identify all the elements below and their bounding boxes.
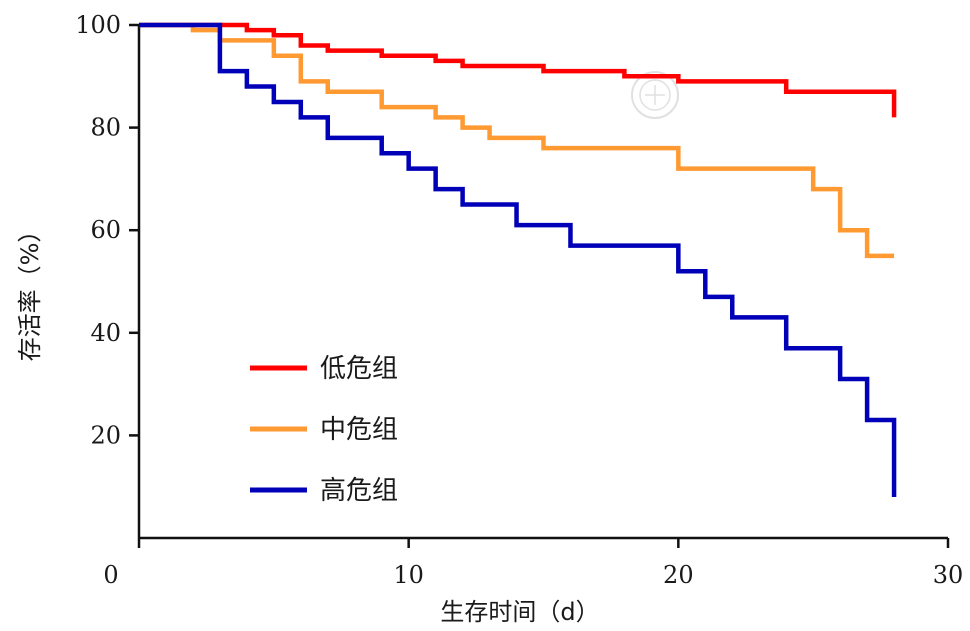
y-tick-label: 80: [90, 114, 121, 142]
x-tick-label: 10: [393, 561, 424, 589]
y-ticks: 20 40 60 80 100: [75, 11, 139, 449]
series-group: [139, 22, 897, 497]
y-tick-label: 20: [90, 421, 121, 449]
x-tick-label: 30: [933, 561, 964, 589]
series-line: [139, 22, 897, 497]
watermark-seal-icon: [631, 71, 679, 119]
legend-label: 高危组: [320, 476, 398, 506]
y-tick-label: 100: [75, 11, 121, 39]
series-line: [139, 22, 897, 118]
y-tick-label: 40: [90, 319, 121, 347]
legend-label: 中危组: [320, 415, 398, 445]
x-axis-title: 生存时间（d）: [440, 598, 599, 626]
y-axis-title: 存活率（%）: [16, 219, 44, 362]
x-tick-label: 20: [663, 561, 694, 589]
series-line: [139, 22, 895, 259]
y-tick-label: 60: [90, 216, 121, 244]
legend-label: 低危组: [320, 354, 398, 384]
x-tick-label: 0: [103, 561, 118, 589]
x-ticks: 0 10 20 30: [103, 538, 963, 589]
axes: 0 10 20 30 20 40 60 80 100: [75, 11, 963, 589]
